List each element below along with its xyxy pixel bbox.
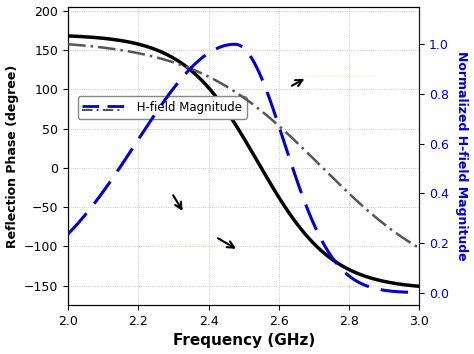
- Legend:  H-field Magnitude: H-field Magnitude: [78, 96, 247, 119]
- Y-axis label: Reflection Phase (degree): Reflection Phase (degree): [6, 64, 18, 248]
- X-axis label: Frequency (GHz): Frequency (GHz): [173, 333, 315, 348]
- Y-axis label: Normalized H-field Magnitude: Normalized H-field Magnitude: [456, 51, 468, 261]
